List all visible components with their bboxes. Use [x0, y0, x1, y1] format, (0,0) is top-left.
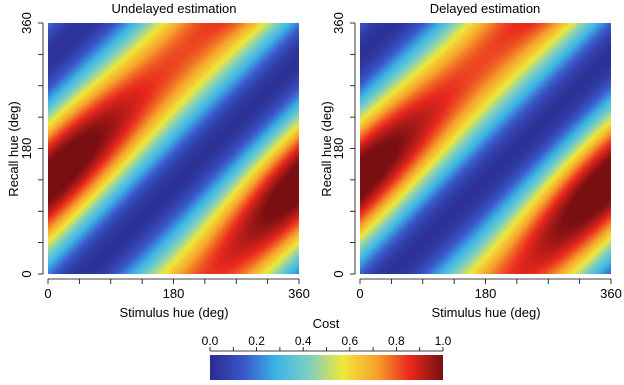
colorbar-tick-label: 0.0	[202, 334, 219, 348]
y-axis-label-undelayed: Recall hue (deg)	[6, 101, 21, 196]
heatmap-delayed	[360, 23, 611, 274]
x-tick-label-undelayed: 360	[288, 286, 310, 301]
y-tick-label-undelayed: 180	[19, 138, 34, 160]
x-tick-label-delayed: 360	[600, 286, 622, 301]
colorbar: Cost 0.0 0.2 0.4 0.6 0.8 1.0	[202, 316, 452, 380]
y-tick-label-undelayed: 360	[19, 12, 34, 34]
panel-undelayed-title: Undelayed estimation	[111, 1, 236, 16]
x-tick-label-undelayed: 0	[44, 286, 51, 301]
colorbar-tick-label: 0.4	[295, 334, 312, 348]
x-axis-delayed: 0 180 360	[356, 278, 622, 301]
heatmap-delayed-image	[360, 23, 611, 274]
y-axis-undelayed: 0 180 360	[19, 12, 44, 278]
x-axis-label-undelayed: Stimulus hue (deg)	[119, 305, 228, 320]
colorbar-tick-label: 0.6	[341, 334, 358, 348]
colorbar-gradient	[210, 355, 443, 380]
x-axis-label-delayed: Stimulus hue (deg)	[431, 305, 540, 320]
y-axis-delayed: 0 180 360	[331, 12, 356, 278]
colorbar-ticks: 0.0 0.2 0.4 0.6 0.8 1.0	[202, 334, 452, 352]
colorbar-tick-label: 0.2	[248, 334, 265, 348]
y-axis-label-delayed: Recall hue (deg)	[319, 101, 334, 196]
panel-delayed-title: Delayed estimation	[430, 1, 541, 16]
x-tick-label-undelayed: 180	[163, 286, 185, 301]
y-tick-label-delayed: 180	[331, 138, 346, 160]
y-tick-label-delayed: 360	[331, 12, 346, 34]
x-tick-label-delayed: 180	[475, 286, 497, 301]
colorbar-tick-label: 1.0	[435, 334, 452, 348]
colorbar-tick-label: 0.8	[388, 334, 405, 348]
x-axis-undelayed: 0 180 360	[44, 278, 310, 301]
panel-delayed: Delayed estimation 0 180 360 0 180 360 Stimu…	[319, 1, 622, 320]
panel-undelayed: Undelayed estimation 0 180 360 0 180 360 Sti…	[6, 1, 310, 320]
heatmap-undelayed	[48, 23, 299, 274]
y-tick-label-delayed: 0	[331, 270, 346, 277]
heatmap-undelayed-image	[48, 23, 299, 274]
y-tick-label-undelayed: 0	[19, 270, 34, 277]
x-tick-label-delayed: 0	[356, 286, 363, 301]
colorbar-title: Cost	[313, 316, 340, 331]
